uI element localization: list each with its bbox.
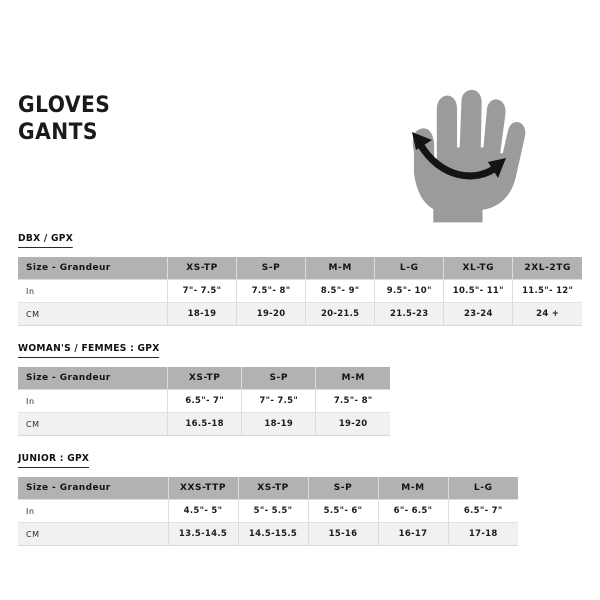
cell-value: 8.5"- 9" <box>305 279 376 303</box>
palm-circumference-arrow-icon <box>412 132 506 180</box>
table-header-row: Size - Grandeur XXS-TTP XS-TP S-P M-M L-… <box>18 477 518 500</box>
hand-palm-circumference-illustration <box>398 88 538 230</box>
cell-value: 19-20 <box>236 302 307 326</box>
column-header-size-3: M-M <box>378 477 449 500</box>
cell-value: 4.5"- 5" <box>168 499 239 523</box>
table-row: In 7"- 7.5" 7.5"- 8" 8.5"- 9" 9.5"- 10" … <box>18 279 582 303</box>
column-header-size-5: 2XL-2TG <box>524 263 572 273</box>
row-unit-label: In <box>18 389 169 413</box>
size-table-group-junior-gpx: JUNIOR : GPX Size - Grandeur XXS-TTP XS-… <box>18 448 518 546</box>
page-title-english: GLOVES <box>18 93 111 118</box>
column-header-size-label: Size - Grandeur <box>18 367 169 390</box>
hand-illustration-svg <box>412 89 526 223</box>
cell-value: 24 + <box>512 302 582 326</box>
column-header-size-0: XS-TP <box>167 367 243 390</box>
cell-value: 7.5"- 8" <box>236 279 307 303</box>
cell-value: 21.5-23 <box>374 302 445 326</box>
cell-value: 9.5"- 10" <box>374 279 445 303</box>
cell-value: 16-17 <box>378 522 449 546</box>
cell-value: 19-20 <box>315 412 390 436</box>
cell-value: 7"- 7.5" <box>241 389 317 413</box>
cell-value: 17-18 <box>448 522 518 546</box>
cell-value: 6.5"- 7" <box>167 389 243 413</box>
cell-value: 6"- 6.5" <box>378 499 449 523</box>
page-title: GLOVES GANTS <box>18 92 118 146</box>
cell-value: 6.5"- 7" <box>448 499 518 523</box>
column-header-size-1: S-P <box>241 367 317 390</box>
row-unit-label: In <box>18 499 169 523</box>
size-table-junior-gpx: Size - Grandeur XXS-TTP XS-TP S-P M-M L-… <box>18 477 518 546</box>
column-header-size-3: L-G <box>374 257 445 280</box>
hand-silhouette-icon <box>412 89 526 223</box>
cell-value: 18-19 <box>241 412 317 436</box>
table-row: CM 13.5-14.5 14.5-15.5 15-16 16-17 17-18 <box>18 522 518 546</box>
table-title-dbx-gpx: DBX / GPX <box>18 233 74 248</box>
table-header-row: Size - Grandeur XS-TP S-P M-M L-G XL-TG … <box>18 257 582 280</box>
table-title-junior-gpx: JUNIOR : GPX <box>18 453 90 468</box>
size-table-group-womans-gpx: WOMAN'S / FEMMES : GPX Size - Grandeur X… <box>18 338 390 436</box>
size-table-dbx-gpx: Size - Grandeur XS-TP S-P M-M L-G XL-TG … <box>18 257 582 326</box>
row-unit-label: CM <box>18 412 169 436</box>
column-header-size-0: XS-TP <box>167 257 238 280</box>
table-row: CM 18-19 19-20 20-21.5 21.5-23 23-24 24 … <box>18 302 582 326</box>
cell-value: 15-16 <box>308 522 379 546</box>
cell-value: 10.5"- 11" <box>443 279 514 303</box>
cell-value: 14.5-15.5 <box>238 522 309 546</box>
cell-value: 23-24 <box>443 302 514 326</box>
column-header-size-1: S-P <box>236 257 307 280</box>
size-table-group-dbx-gpx: DBX / GPX Size - Grandeur XS-TP S-P M-M … <box>18 228 582 326</box>
column-header-size-4: L-G <box>473 483 493 493</box>
cell-value: 5"- 5.5" <box>238 499 309 523</box>
column-header-size-2: M-M <box>341 373 365 383</box>
row-unit-label: CM <box>18 522 169 546</box>
table-header-row: Size - Grandeur XS-TP S-P M-M <box>18 367 390 390</box>
column-header-size-4: XL-TG <box>443 257 514 280</box>
cell-value: 5.5"- 6" <box>308 499 379 523</box>
page-title-french: GANTS <box>18 120 98 145</box>
cell-value: 13.5-14.5 <box>168 522 239 546</box>
cell-value: 7"- 7.5" <box>167 279 238 303</box>
size-table-womans-gpx: Size - Grandeur XS-TP S-P M-M In 6.5"- 7… <box>18 367 390 436</box>
table-row: In 4.5"- 5" 5"- 5.5" 5.5"- 6" 6"- 6.5" 6… <box>18 499 518 523</box>
column-header-size-label: Size - Grandeur <box>18 477 169 500</box>
table-row: In 6.5"- 7" 7"- 7.5" 7.5"- 8" <box>18 389 390 413</box>
row-unit-label: CM <box>18 302 168 326</box>
cell-value: 16.5-18 <box>167 412 243 436</box>
cell-value: 20-21.5 <box>305 302 376 326</box>
column-header-size-label: Size - Grandeur <box>18 257 168 280</box>
cell-value: 18-19 <box>167 302 238 326</box>
column-header-size-2: S-P <box>308 477 379 500</box>
table-row: CM 16.5-18 18-19 19-20 <box>18 412 390 436</box>
table-title-womans-gpx: WOMAN'S / FEMMES : GPX <box>18 343 160 358</box>
column-header-size-0: XXS-TTP <box>168 477 239 500</box>
row-unit-label: In <box>18 279 168 303</box>
column-header-size-2: M-M <box>305 257 376 280</box>
cell-value: 7.5"- 8" <box>315 389 390 413</box>
column-header-size-1: XS-TP <box>238 477 309 500</box>
cell-value: 11.5"- 12" <box>512 279 582 303</box>
